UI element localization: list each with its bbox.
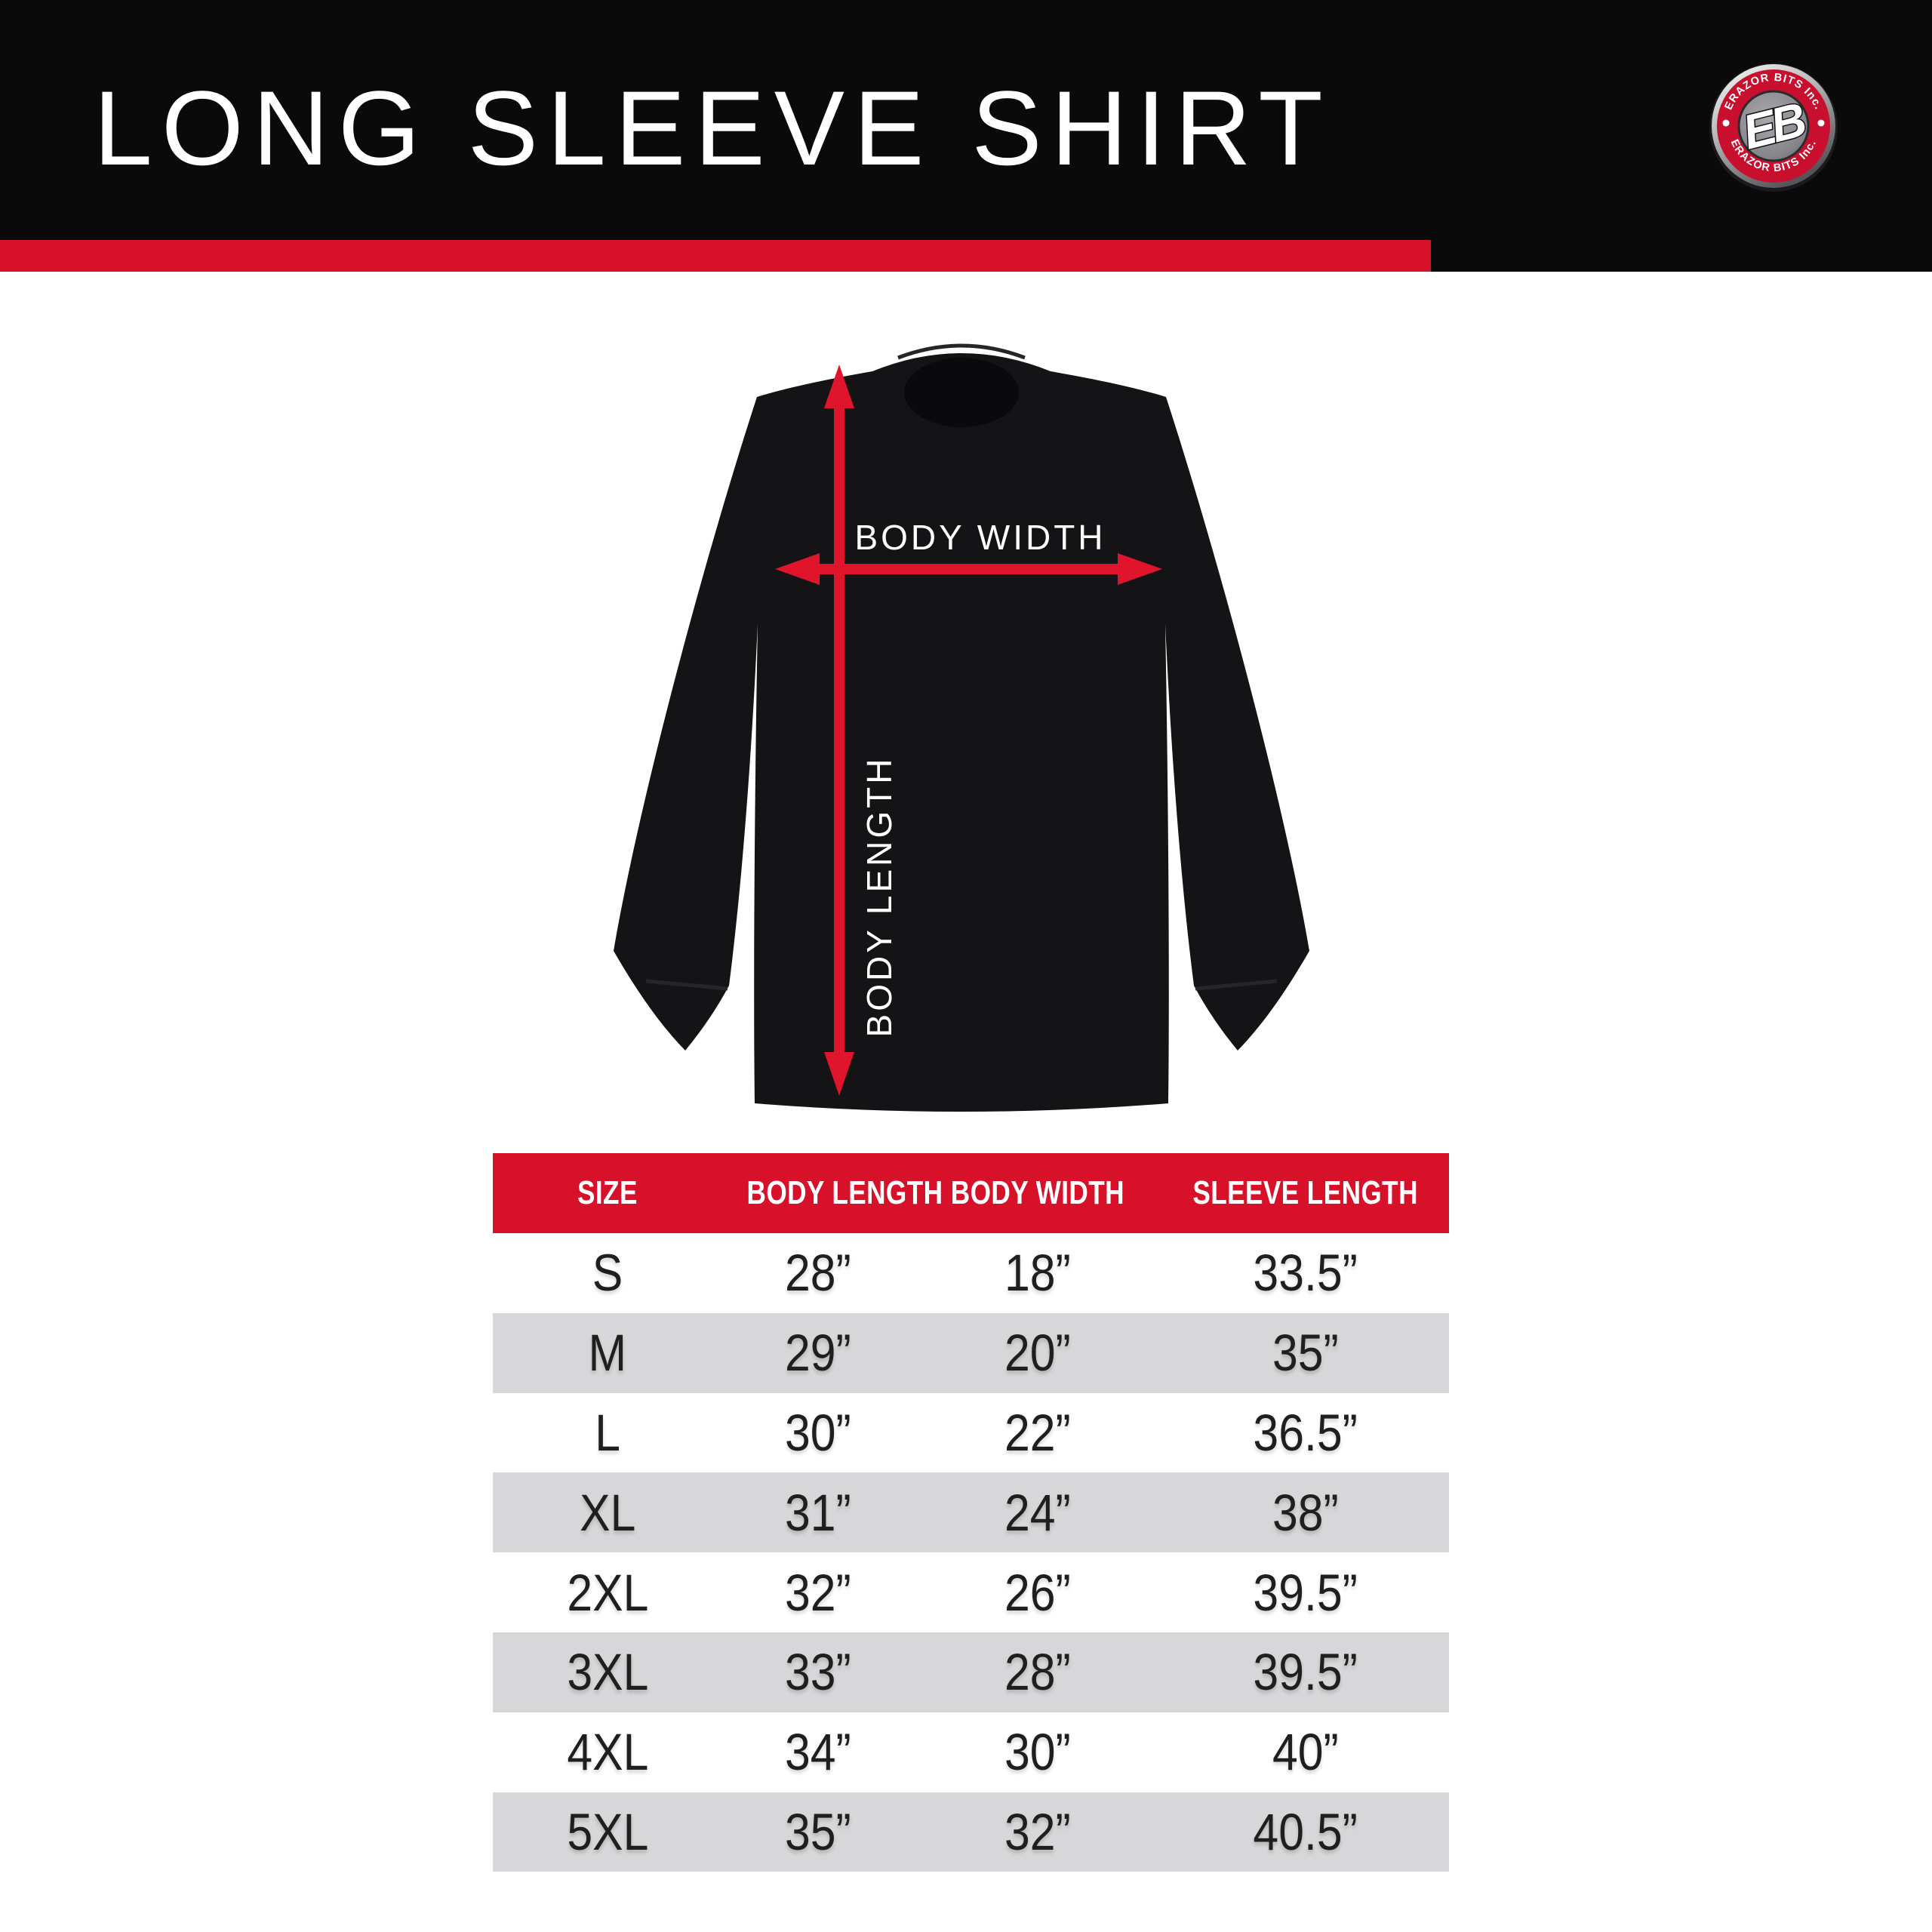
size-chart-header-row: SIZE BODY LENGTH BODY WIDTH SLEEVE LENGT… bbox=[493, 1153, 1449, 1233]
cell-body-width: 32” bbox=[1004, 1802, 1072, 1861]
cell-sleeve-length: 35” bbox=[1272, 1324, 1339, 1383]
table-row: 3XL 33” 28” 39.5” bbox=[493, 1632, 1449, 1712]
table-row: 5XL 35” 32” 40.5” bbox=[493, 1792, 1449, 1872]
cell-sleeve-length: 40” bbox=[1272, 1723, 1339, 1782]
page-title: LONG SLEEVE SHIRT bbox=[94, 69, 1332, 187]
cell-body-length: 34” bbox=[784, 1723, 851, 1782]
table-row: 4XL 34” 30” 40” bbox=[493, 1712, 1449, 1792]
header-accent-stripe bbox=[0, 240, 1431, 272]
cell-body-width: 30” bbox=[1004, 1723, 1072, 1782]
cell-body-length: 29” bbox=[784, 1324, 851, 1383]
neck-opening bbox=[904, 358, 1019, 427]
cell-sleeve-length: 39.5” bbox=[1253, 1563, 1358, 1622]
cell-body-length: 28” bbox=[784, 1244, 851, 1303]
table-row: M 29” 20” 35” bbox=[493, 1312, 1449, 1393]
cell-body-width: 18” bbox=[1004, 1244, 1072, 1303]
body-length-arrow bbox=[824, 365, 854, 1096]
cell-size: L bbox=[595, 1403, 620, 1462]
cell-body-length: 35” bbox=[784, 1802, 851, 1861]
cell-sleeve-length: 40.5” bbox=[1253, 1802, 1358, 1861]
cell-sleeve-length: 39.5” bbox=[1253, 1643, 1358, 1702]
cell-size: XL bbox=[579, 1483, 636, 1542]
left-cuff-seam bbox=[645, 979, 728, 991]
cell-size: 5XL bbox=[567, 1802, 649, 1861]
size-chart-table: SIZE BODY LENGTH BODY WIDTH SLEEVE LENGT… bbox=[493, 1153, 1449, 1872]
header-cell-body-width: BODY WIDTH bbox=[913, 1174, 1161, 1212]
logo-dot-left bbox=[1722, 119, 1730, 127]
header-cell-sleeve-length: SLEEVE LENGTH bbox=[1162, 1174, 1449, 1212]
cell-size: S bbox=[592, 1244, 623, 1303]
brand-logo: ERAZOR BITS Inc. ERAZOR BITS Inc. EB bbox=[1709, 63, 1838, 192]
body-length-label: BODY LENGTH bbox=[860, 755, 899, 1038]
column-header-body-length: BODY LENGTH bbox=[746, 1174, 943, 1211]
column-header-sleeve-length: SLEEVE LENGTH bbox=[1192, 1174, 1419, 1211]
logo-dot-right bbox=[1817, 119, 1825, 127]
body-width-label: BODY WIDTH bbox=[854, 518, 1106, 557]
table-row: S 28” 18” 33.5” bbox=[493, 1233, 1449, 1313]
cell-sleeve-length: 36.5” bbox=[1253, 1403, 1358, 1462]
shirt-graphic bbox=[614, 353, 1309, 1112]
cell-body-width: 20” bbox=[1004, 1324, 1072, 1383]
header-cell-body-length: BODY LENGTH bbox=[722, 1174, 943, 1212]
body-width-arrow bbox=[775, 553, 1162, 585]
header-cell-size: SIZE bbox=[493, 1174, 722, 1212]
table-row: XL 31” 24” 38” bbox=[493, 1472, 1449, 1553]
logo-inner-disc bbox=[1737, 90, 1810, 162]
cell-body-length: 33” bbox=[784, 1643, 851, 1702]
cell-size: M bbox=[588, 1324, 627, 1383]
right-cuff-seam bbox=[1195, 979, 1278, 991]
table-row: 2XL 32” 26” 39.5” bbox=[493, 1552, 1449, 1632]
cell-body-width: 26” bbox=[1004, 1563, 1072, 1622]
cell-body-width: 24” bbox=[1004, 1483, 1072, 1542]
cell-sleeve-length: 38” bbox=[1272, 1483, 1339, 1542]
cell-sleeve-length: 33.5” bbox=[1253, 1244, 1358, 1303]
column-header-size: SIZE bbox=[577, 1174, 638, 1211]
cell-body-width: 28” bbox=[1004, 1643, 1072, 1702]
cell-size: 3XL bbox=[567, 1643, 649, 1702]
cell-body-length: 31” bbox=[784, 1483, 851, 1542]
cell-size: 2XL bbox=[567, 1563, 649, 1622]
collar-seam bbox=[897, 343, 1026, 360]
cell-body-length: 32” bbox=[784, 1563, 851, 1622]
cell-body-width: 22” bbox=[1004, 1403, 1072, 1462]
header-bar: LONG SLEEVE SHIRT bbox=[0, 0, 1932, 272]
column-header-body-width: BODY WIDTH bbox=[951, 1174, 1125, 1211]
cell-body-length: 30” bbox=[784, 1403, 851, 1462]
table-row: L 30” 22” 36.5” bbox=[493, 1392, 1449, 1473]
cell-size: 4XL bbox=[567, 1723, 649, 1782]
